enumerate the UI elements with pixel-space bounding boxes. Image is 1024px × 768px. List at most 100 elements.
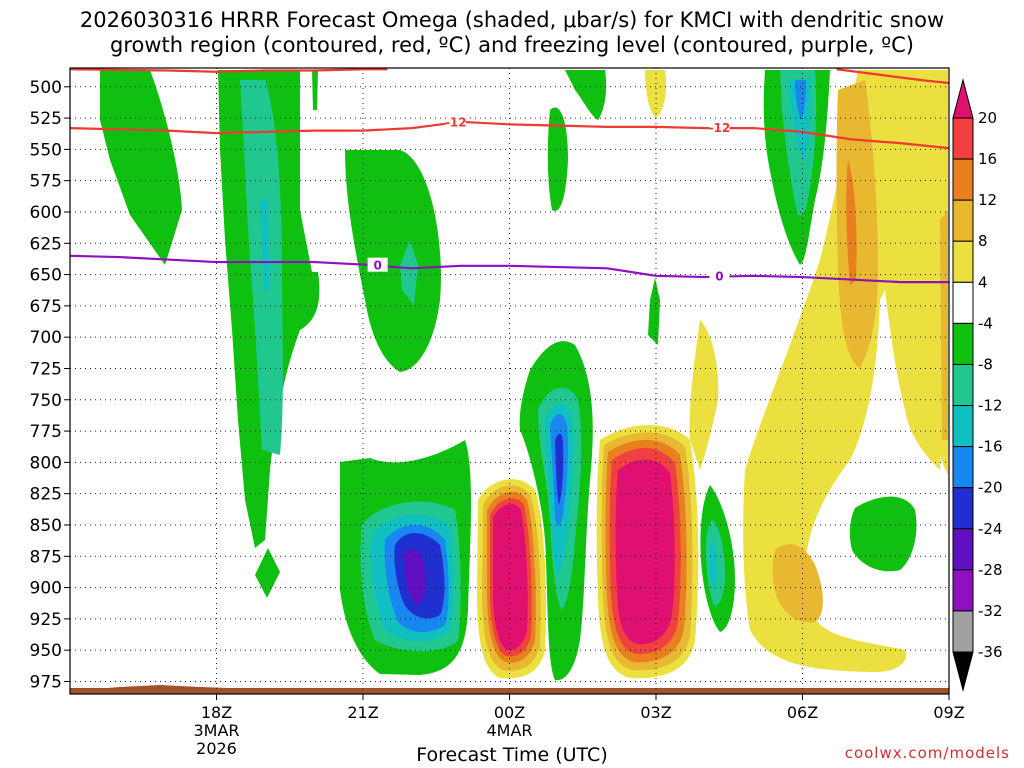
freezing-level-contour-label-bg-1 [709, 268, 730, 283]
omega-region-teal-column [240, 80, 283, 455]
omega-region-teal-upper-mid [400, 240, 418, 305]
colorbar: 20 16 12 8 4 -4 -8 -12 -16 -20 -24 -28 -32 -36 [952, 78, 1003, 692]
colorbar-box-2 [952, 199, 974, 242]
omega-region-blue-upper-right [795, 80, 806, 120]
x-tick-label-06Z: 06Z [787, 703, 818, 722]
x-tick-label-18Z: 18Z [201, 703, 232, 722]
omega-region-yellow-right [743, 70, 940, 672]
x-tick-label-21Z: 21Z [347, 703, 378, 722]
colorbar-box-7 [952, 405, 974, 448]
colorbar-label-8: 8 [978, 232, 988, 250]
omega-region-cyan-column [260, 200, 270, 290]
x-axis-title: Forecast Time (UTC) [416, 744, 608, 766]
x-tick-year-18Z: 2026 [196, 739, 237, 758]
colorbar-box-0 [952, 117, 974, 160]
colorbar-label-4: 4 [978, 273, 988, 291]
omega-region-green-streak-2 [565, 70, 607, 120]
omega-region-gold-right-plume [836, 80, 878, 368]
omega-region-purple-low-ascent [404, 549, 427, 605]
y-tick-label-950: 950 [30, 641, 62, 661]
credit-label: coolwx.com/models [844, 744, 1010, 762]
y-tick-label-650: 650 [30, 266, 62, 286]
y-tick-label-675: 675 [30, 297, 62, 317]
x-tick-label-03Z: 03Z [640, 703, 671, 722]
dgz-contour-0 [70, 120, 949, 150]
y-tick-label-600: 600 [30, 203, 62, 223]
freezing-level-contour-label-1: 0 [715, 270, 723, 284]
y-tick-label-700: 700 [30, 328, 62, 348]
colorbar-label--8: -8 [978, 355, 993, 373]
colorbar-box-10 [952, 528, 974, 571]
colorbar-box-6 [952, 363, 974, 407]
dgz-contour-0-label-0: -12 [445, 115, 467, 129]
y-tick-label-725: 725 [30, 359, 62, 379]
dgz-contour-0-label-1: -12 [709, 121, 731, 135]
x-tick-label-09Z: 09Z [933, 703, 964, 722]
colorbar-label--28: -28 [978, 561, 1003, 579]
y-tick-label-775: 775 [30, 422, 62, 442]
x-tick-date-18Z: 3MAR [193, 721, 239, 740]
y-tick-label-525: 525 [30, 109, 62, 129]
omega-region-darkblue-ascent-2 [555, 433, 564, 505]
colorbar-label--20: -20 [978, 479, 1003, 497]
colorbar-label--16: -16 [978, 438, 1003, 456]
y-tick-label-750: 750 [30, 391, 62, 411]
omega-region-green-streak-1 [547, 107, 568, 211]
colorbar-label-16: 16 [978, 150, 997, 168]
omega-region-green-low-right [849, 496, 917, 572]
ground-bump [80, 685, 260, 692]
y-tick-label-550: 550 [30, 140, 62, 160]
colorbar-box-8 [952, 446, 974, 489]
dgz-contour-0-label-bg-0 [445, 114, 466, 129]
colorbar-top-triangle [952, 78, 974, 119]
y-tick-label-500: 500 [30, 78, 62, 98]
y-tick-label-575: 575 [30, 172, 62, 192]
y-tick-label-900: 900 [30, 579, 62, 599]
colorbar-box-3 [952, 240, 974, 283]
dgz-contour-2 [836, 68, 949, 85]
colorbar-bottom-triangle [952, 651, 974, 692]
colorbar-label--32: -32 [978, 602, 1003, 620]
omega-region-green-upper-mid [345, 150, 441, 372]
colorbar-box-12 [952, 610, 974, 653]
colorbar-label--12: -12 [978, 397, 1003, 415]
omega-region-magenta-descent-1 [493, 504, 528, 651]
omega-region-green-streak-top [312, 70, 318, 110]
colorbar-label--24: -24 [978, 520, 1003, 538]
omega-shading-layer [70, 70, 949, 694]
omega-region-cyan-ascent-3 [709, 540, 718, 588]
colorbar-label-12: 12 [978, 191, 997, 209]
omega-region-orange-right-plume [846, 160, 857, 285]
y-tick-label-850: 850 [30, 516, 62, 536]
colorbar-box-5 [952, 322, 974, 365]
x-tick-label-00Z: 00Z [494, 703, 525, 722]
omega-region-green-streak-3 [648, 278, 660, 345]
x-tick-date-00Z: 4MAR [486, 721, 532, 740]
colorbar-box-1 [952, 158, 974, 201]
ground-surface [70, 688, 949, 694]
y-tick-label-925: 925 [30, 610, 62, 630]
y-tick-label-800: 800 [30, 453, 62, 473]
omega-region-gold-far-right [940, 210, 948, 440]
omega-region-green-upper-left [100, 70, 182, 265]
dgz-contour-1 [70, 68, 388, 73]
freezing-level-contour-label-0: 0 [373, 259, 381, 273]
dgz-contour-0-label-bg-1 [709, 120, 730, 135]
colorbar-label--36: -36 [978, 643, 1003, 661]
omega-region-green-blob-small [255, 548, 280, 598]
y-tick-label-625: 625 [30, 234, 62, 254]
y-tick-label-825: 825 [30, 485, 62, 505]
colorbar-label-20: 20 [978, 109, 997, 127]
omega-region-yellow-plume-right [689, 320, 719, 470]
chart-title-line-2: growth region (contoured, red, ºC) and f… [110, 33, 914, 57]
omega-region-magenta-descent-2 [615, 459, 675, 645]
chart-title-line-1: 2026030316 HRRR Forecast Omega (shaded, … [79, 8, 945, 32]
colorbar-box-9 [952, 487, 974, 530]
y-tick-label-975: 975 [30, 672, 62, 692]
contour-lines: -12 -12 0 0 [70, 68, 949, 284]
y-tick-label-875: 875 [30, 547, 62, 567]
colorbar-box-11 [952, 569, 974, 612]
omega-region-gold-low-right [772, 544, 823, 623]
